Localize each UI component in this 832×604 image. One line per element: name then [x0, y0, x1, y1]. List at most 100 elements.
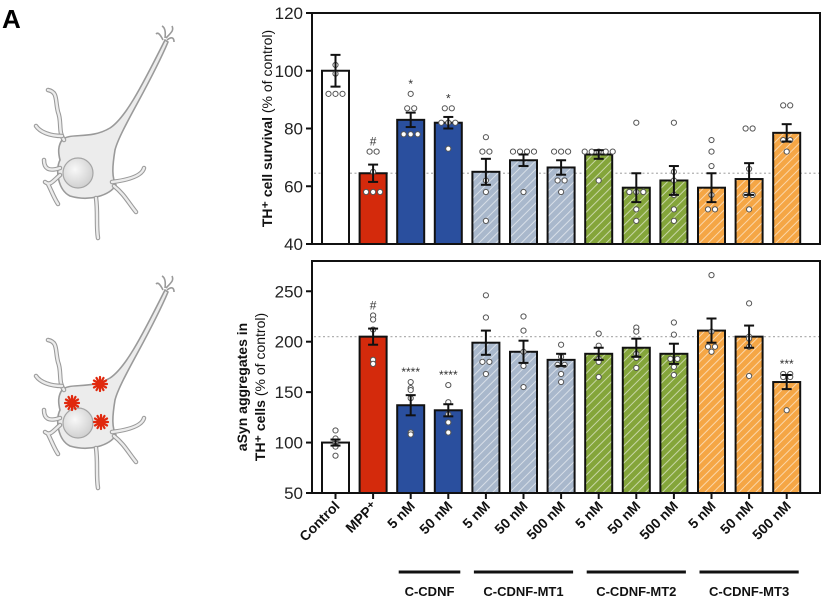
bar-hatch: [548, 168, 574, 243]
data-point: [407, 431, 414, 438]
neuron-dendrite-inner: [94, 446, 100, 490]
data-point: [407, 90, 414, 97]
asyn-aggregate: [92, 413, 110, 431]
x-category-label: 5 nM: [685, 498, 719, 532]
data-point: [674, 355, 681, 362]
data-point: [520, 383, 527, 391]
bar: [358, 172, 388, 246]
data-point: [602, 148, 609, 155]
significance-marker: #: [370, 298, 377, 312]
data-point: [407, 131, 414, 138]
data-point: [746, 300, 753, 307]
bar-hatch: [473, 343, 499, 492]
data-point: [640, 188, 647, 196]
data-point: [438, 119, 445, 126]
data-point: [670, 319, 678, 326]
data-point: [708, 136, 715, 144]
neuron-dendrite-inner: [34, 124, 64, 138]
bar: [396, 404, 426, 494]
data-point: [595, 177, 602, 184]
data-point: [626, 188, 633, 196]
bar-hatch: [511, 161, 536, 243]
data-point: [445, 381, 452, 389]
x-category-label: MPP⁺: [342, 498, 380, 536]
data-point: [783, 407, 790, 414]
neuron-nucleus: [62, 407, 94, 439]
data-point: [708, 162, 715, 170]
data-point: [445, 419, 452, 426]
data-point: [400, 131, 407, 138]
x-category-label: 5 nM: [572, 498, 606, 532]
aggregate-core: [97, 418, 105, 426]
significance-marker: *: [446, 91, 451, 105]
data-point: [332, 427, 339, 434]
y-tick-label: 50: [284, 484, 303, 503]
data-point: [670, 331, 678, 338]
significance-marker: ****: [439, 368, 458, 382]
data-point: [407, 378, 414, 386]
data-point: [339, 90, 346, 97]
group-label: C-CDNF: [405, 584, 455, 599]
data-point: [670, 119, 678, 126]
data-point: [558, 148, 565, 155]
panel-letter: A: [2, 4, 21, 34]
x-category-label: 500 nM: [523, 498, 568, 543]
neuron-dendrite-inner: [94, 196, 100, 240]
neuron-dendrite-inner: [46, 88, 66, 142]
bar-hatch: [623, 348, 649, 492]
treatment-groups: C-CDNF C-CDNF-MT1 C-CDNF-MT2 C-CDNF-MT3: [398, 570, 799, 599]
data-point: [704, 206, 712, 213]
x-category-label: 50 nM: [416, 498, 455, 537]
data-point: [633, 119, 640, 126]
neuron-dendrite-inner: [110, 166, 146, 184]
data-point: [482, 292, 489, 299]
data-point: [404, 105, 411, 112]
data-point: [633, 206, 640, 213]
y-axis-title-line2: TH⁺ cells (% of control): [252, 313, 268, 461]
data-point: [704, 343, 712, 350]
bar: [321, 441, 350, 494]
data-point: [482, 188, 489, 196]
data-point: [370, 188, 377, 196]
data-point: [482, 217, 489, 224]
neuron-axon-terminal: [155, 275, 175, 293]
data-point: [520, 313, 527, 320]
data-point: [325, 90, 332, 97]
data-point: [711, 206, 719, 213]
y-axis-title-line1: aSyn aggregates in: [234, 323, 250, 451]
y-axis-title: TH⁺ cell survival (% of control): [259, 30, 275, 227]
data-point: [595, 373, 602, 381]
data-point: [595, 330, 602, 337]
data-point: [414, 131, 421, 138]
data-point: [482, 134, 489, 141]
significance-marker: *: [408, 77, 413, 91]
neuron-nucleus: [62, 157, 94, 189]
data-point: [520, 188, 527, 196]
neuron-dendrite: [42, 422, 63, 457]
neuron-dendrite-inner: [110, 416, 146, 434]
data-point: [558, 188, 565, 196]
data-point: [520, 362, 527, 370]
data-point: [407, 387, 414, 394]
data-point: [370, 360, 377, 367]
data-point: [708, 348, 715, 355]
y-tick-label: 150: [275, 383, 303, 402]
data-point: [509, 148, 517, 155]
aggregate-core: [68, 399, 76, 407]
x-category-label: 5 nM: [459, 498, 493, 532]
data-point: [633, 364, 640, 372]
data-point: [373, 148, 380, 155]
neuron-axon-terminal: [155, 25, 175, 43]
data-point: [787, 102, 794, 109]
data-point: [633, 328, 640, 335]
data-point: [377, 188, 384, 196]
data-point: [363, 188, 370, 196]
bar: [433, 121, 463, 245]
neuron-dendrite-inner: [112, 184, 138, 214]
data-point: [581, 148, 588, 155]
group-label: C-CDNF-MT1: [483, 584, 563, 599]
data-point: [482, 314, 489, 321]
neuron-dendrite-inner: [43, 173, 62, 206]
bar: [396, 118, 426, 245]
